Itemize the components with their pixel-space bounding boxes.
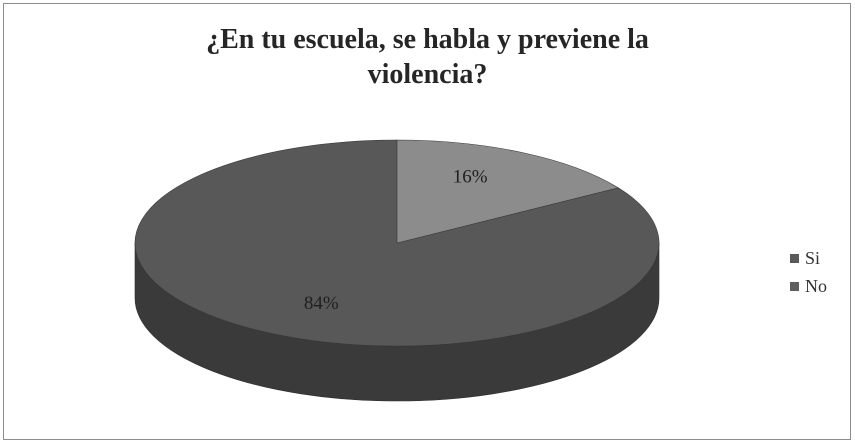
legend-swatch-no (790, 281, 799, 291)
chart-legend: Si No (790, 244, 827, 300)
legend-label-no: No (805, 275, 827, 296)
pie-slice-no (396, 139, 619, 244)
legend-item-si: Si (790, 244, 827, 272)
legend-item-no: No (790, 272, 827, 300)
legend-swatch-si (790, 253, 799, 263)
chart-title-line-2: violencia? (367, 59, 488, 90)
legend-label-si: Si (805, 247, 821, 268)
chart-title-line-1: ¿En tu escuela, se habla y previene la (206, 24, 649, 55)
data-label-no: 16% (453, 167, 488, 188)
data-label-si: 84% (304, 293, 339, 314)
pie-slice-si (134, 139, 660, 347)
chart-title: ¿En tu escuela, se habla y previene la v… (0, 22, 855, 92)
pie-top (134, 139, 660, 347)
